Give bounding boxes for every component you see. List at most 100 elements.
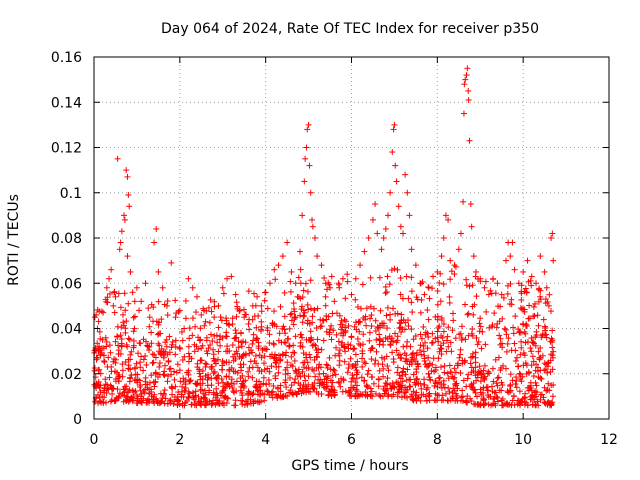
data-point: [451, 365, 458, 372]
data-point: [394, 310, 401, 317]
data-point: [213, 332, 220, 339]
data-point: [189, 332, 196, 339]
data-point: [300, 389, 307, 396]
data-point: [196, 366, 203, 373]
data-point: [479, 328, 486, 335]
data-point: [91, 365, 98, 372]
data-point: [421, 376, 428, 383]
data-point: [478, 345, 485, 352]
data-point: [431, 368, 438, 375]
data-point: [312, 235, 319, 241]
data-point: [305, 121, 312, 128]
data-point: [548, 339, 555, 346]
data-point: [497, 367, 504, 374]
data-point: [396, 383, 403, 390]
data-point: [276, 330, 283, 337]
data-point: [380, 365, 387, 372]
data-point: [420, 343, 427, 350]
data-point: [489, 365, 496, 372]
data-point: [198, 311, 205, 318]
data-point: [409, 396, 416, 403]
data-point: [392, 162, 399, 169]
data-point: [216, 336, 223, 343]
data-point: [300, 364, 307, 371]
data-point: [269, 388, 276, 395]
data-point: [146, 397, 153, 404]
data-point: [495, 354, 502, 361]
data-point: [289, 363, 296, 370]
data-point: [382, 383, 389, 390]
data-point: [323, 379, 330, 386]
data-point: [111, 355, 118, 362]
data-point: [336, 379, 343, 386]
data-point: [408, 326, 415, 333]
data-point: [412, 381, 419, 388]
data-point: [331, 367, 338, 374]
data-point: [421, 355, 428, 362]
data-point: [291, 314, 298, 321]
data-point: [366, 337, 373, 344]
data-point: [359, 281, 366, 288]
data-point: [137, 387, 144, 394]
data-point: [413, 376, 420, 383]
data-point: [281, 289, 288, 296]
data-point: [386, 281, 393, 288]
data-point: [277, 393, 284, 400]
data-point: [516, 370, 523, 377]
data-point: [444, 397, 451, 404]
data-point: [404, 358, 411, 365]
data-point: [369, 216, 376, 223]
data-point: [486, 324, 493, 331]
data-point: [339, 275, 346, 282]
data-point: [194, 293, 200, 300]
data-point: [239, 353, 246, 360]
data-point: [164, 312, 171, 319]
data-point: [528, 335, 535, 342]
data-point: [192, 388, 199, 395]
data-point: [543, 331, 550, 338]
data-point: [511, 401, 518, 408]
data-point: [453, 380, 460, 387]
data-point: [409, 354, 416, 361]
data-point: [320, 337, 327, 344]
data-point: [289, 390, 296, 397]
data-point: [396, 388, 403, 395]
data-point: [549, 344, 556, 351]
data-point: [115, 290, 122, 297]
data-point: [235, 338, 242, 345]
data-point: [458, 335, 465, 342]
data-point: [383, 387, 390, 394]
x-tick-label: 10: [514, 432, 532, 448]
data-point: [472, 364, 479, 371]
data-point: [180, 378, 187, 385]
data-point: [118, 336, 125, 343]
data-point: [509, 397, 516, 404]
data-point: [492, 290, 499, 297]
data-point: [310, 385, 317, 392]
data-point: [498, 387, 505, 394]
data-point: [203, 307, 210, 314]
data-point: [297, 312, 304, 319]
data-point: [462, 301, 469, 308]
data-point: [466, 137, 473, 144]
data-point: [258, 318, 265, 325]
data-point: [176, 367, 183, 374]
data-point: [253, 378, 260, 385]
data-point: [181, 387, 188, 394]
data-point: [360, 314, 367, 321]
data-point: [394, 393, 401, 400]
data-point: [261, 391, 268, 398]
data-point: [511, 340, 518, 347]
data-point: [133, 360, 140, 367]
data-point: [332, 352, 339, 359]
data-point: [238, 330, 245, 337]
data-point: [435, 338, 442, 345]
data-point: [161, 350, 168, 357]
data-point: [408, 351, 415, 358]
data-point: [286, 343, 293, 350]
data-point: [283, 384, 290, 391]
data-point: [240, 306, 247, 313]
data-point: [284, 370, 291, 377]
data-point: [452, 381, 459, 388]
data-point: [297, 382, 304, 389]
